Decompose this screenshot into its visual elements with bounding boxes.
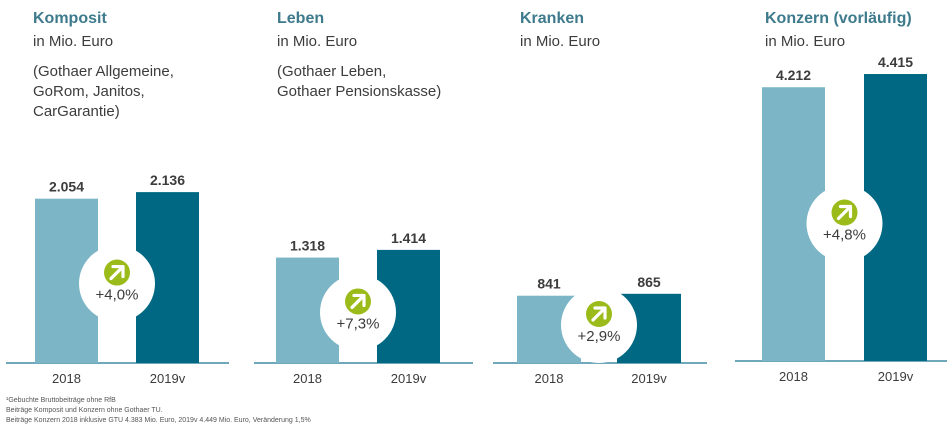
change-badge: +2,9% (561, 287, 637, 363)
arrow-glyph (109, 264, 125, 281)
footnotes: ¹Gebuchte Bruttobeiträge ohne RfB Beiträ… (6, 396, 311, 426)
value-label: 2.136 (150, 172, 185, 188)
chart-konzern: 4.212 2018 4.415 2019v +4,8% (735, 54, 947, 384)
arrow-glyph (350, 293, 366, 310)
panel-title: Konzern (vorläufig) (765, 10, 912, 27)
category-label: 2018 (52, 371, 81, 386)
arrow-glyph (836, 204, 853, 221)
change-label: +2,9% (578, 328, 621, 345)
footnote: Beiträge Konzern 2018 inklusive GTU 4.38… (6, 417, 311, 424)
value-label: 2.054 (49, 179, 84, 195)
value-label: 865 (637, 274, 661, 290)
panel-note: (Gothaer Leben, Gothaer Pensionskasse) (277, 63, 442, 100)
change-label: +4,0% (96, 287, 139, 304)
panel-note: (Gothaer Allgemeine, GoRom, Janitos, Car… (33, 63, 174, 120)
change-badge: +4,0% (79, 245, 155, 322)
panel-unit: in Mio. Euro (33, 33, 114, 50)
panel-unit: in Mio. Euro (277, 33, 358, 50)
panel-unit: in Mio. Euro (520, 33, 601, 50)
chart-kranken: 841 2018 865 2019v +2,9% (493, 274, 707, 386)
panel-title: Komposit (33, 10, 107, 27)
category-label: 2019v (391, 371, 427, 386)
panel-title: Leben (277, 10, 325, 27)
panel-leben: Leben in Mio. Euro (Gothaer Leben, Gotha… (235, 0, 475, 400)
change-label: +7,3% (337, 315, 380, 332)
category-label: 2019v (878, 369, 914, 384)
value-label: 4.415 (878, 54, 913, 70)
category-label: 2018 (535, 371, 564, 386)
value-label: 1.318 (290, 238, 325, 254)
category-label: 2019v (150, 371, 186, 386)
change-label: +4,8% (823, 227, 866, 244)
footnote: Beiträge Komposit und Konzern ohne Gotha… (6, 407, 163, 414)
value-label: 4.212 (776, 67, 811, 83)
category-label: 2018 (293, 371, 322, 386)
panel-komposit: Komposit in Mio. Euro (Gothaer Allgemein… (0, 0, 235, 400)
value-label: 841 (537, 276, 561, 292)
panel-konzern: Konzern (vorläufig) in Mio. Euro 4.212 20… (710, 0, 948, 400)
change-badge: +7,3% (320, 274, 396, 351)
footnote: ¹Gebuchte Bruttobeiträge ohne RfB (6, 397, 116, 404)
change-badge: +4,8% (806, 185, 883, 262)
value-label: 1.414 (391, 230, 426, 246)
panel-title: Kranken (520, 10, 585, 27)
arrow-glyph (591, 306, 607, 322)
chart-leben: 1.318 2018 1.414 2019v +7,3% (254, 230, 473, 386)
category-label: 2018 (779, 369, 808, 384)
category-label: 2019v (631, 371, 667, 386)
panel-unit: in Mio. Euro (765, 33, 846, 50)
panel-kranken: Kranken in Mio. Euro 841 2018 865 2019v +2,9… (475, 0, 710, 400)
chart-komposit: 2.054 2018 2.136 2019v +4,0% (6, 172, 229, 386)
